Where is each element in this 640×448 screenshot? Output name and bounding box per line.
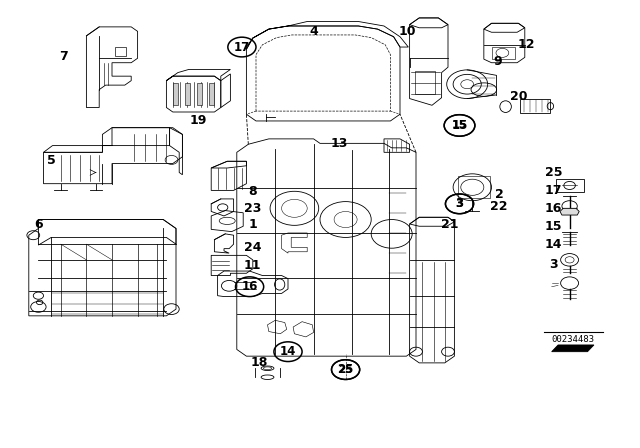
Text: 3: 3: [456, 197, 463, 211]
Text: 1: 1: [248, 217, 257, 231]
Text: 13: 13: [330, 137, 348, 150]
Text: 25: 25: [545, 166, 563, 180]
Text: 24: 24: [244, 241, 262, 254]
Text: 3: 3: [549, 258, 558, 271]
Text: 15: 15: [452, 121, 467, 130]
Polygon shape: [209, 83, 214, 105]
Text: 18: 18: [250, 356, 268, 370]
Text: 6: 6: [34, 217, 43, 231]
Text: 16: 16: [241, 280, 258, 293]
Text: 17: 17: [545, 184, 563, 198]
Text: 3: 3: [456, 199, 463, 209]
Text: 25: 25: [337, 363, 354, 376]
Text: 2: 2: [495, 188, 504, 202]
Polygon shape: [552, 345, 594, 352]
Text: 16: 16: [545, 202, 563, 215]
Polygon shape: [185, 83, 190, 105]
Text: 12: 12: [517, 38, 535, 52]
Text: 20: 20: [509, 90, 527, 103]
Text: 23: 23: [244, 202, 262, 215]
Text: 11: 11: [244, 258, 262, 272]
Text: 10: 10: [398, 25, 416, 38]
Text: 00234483: 00234483: [551, 335, 595, 344]
Polygon shape: [173, 83, 178, 105]
Text: 15: 15: [545, 220, 563, 233]
Text: 15: 15: [451, 119, 468, 132]
Polygon shape: [196, 83, 202, 105]
Text: 4: 4: [309, 25, 318, 38]
Text: 25: 25: [339, 365, 353, 375]
Text: 5: 5: [47, 154, 56, 167]
Text: 14: 14: [545, 238, 563, 251]
Text: 19: 19: [189, 114, 207, 128]
Text: 8: 8: [248, 185, 257, 198]
Text: 14: 14: [280, 345, 296, 358]
Text: 9: 9: [493, 55, 502, 69]
Text: 21: 21: [441, 217, 459, 231]
Text: 22: 22: [490, 199, 508, 213]
Text: 7: 7: [60, 49, 68, 63]
Polygon shape: [560, 208, 579, 215]
Text: 17: 17: [234, 40, 250, 54]
